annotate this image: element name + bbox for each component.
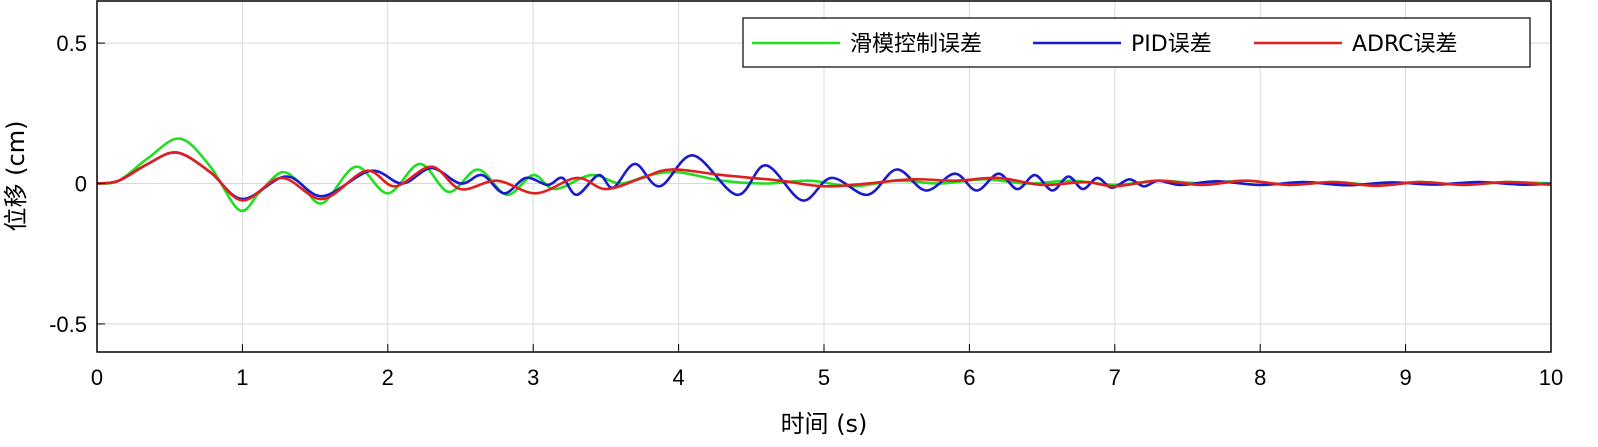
legend: 滑模控制误差 PID误差 ADRC误差: [742, 17, 1531, 68]
legend-label: PID误差: [1131, 32, 1212, 57]
x-tick-label: 1: [236, 365, 248, 390]
ticks: 0 1 2 3 4 5 6 7 8 9 10 0.5 0 -0.5: [49, 31, 1563, 390]
y-tick-label: 0.5: [56, 31, 87, 56]
x-tick-label: 0: [91, 365, 103, 390]
x-tick-label: 6: [963, 365, 975, 390]
x-tick-label: 10: [1539, 365, 1563, 390]
x-tick-label: 3: [527, 365, 539, 390]
x-tick-label: 5: [818, 365, 830, 390]
legend-label: 滑模控制误差: [850, 32, 982, 57]
y-tick-label: -0.5: [49, 312, 87, 337]
y-axis-label: 位移 (cm): [2, 121, 30, 232]
x-tick-label: 8: [1254, 365, 1266, 390]
legend-box: [742, 17, 1531, 68]
x-tick-label: 4: [672, 365, 684, 390]
x-tick-label: 2: [382, 365, 394, 390]
legend-label: ADRC误差: [1352, 32, 1458, 57]
series-lines: [96, 137, 1552, 213]
x-axis-label: 时间 (s): [781, 410, 868, 438]
y-tick-label: 0: [75, 172, 87, 197]
series-line-2: [96, 151, 1552, 202]
x-tick-label: 9: [1399, 365, 1411, 390]
x-tick-label: 7: [1109, 365, 1121, 390]
